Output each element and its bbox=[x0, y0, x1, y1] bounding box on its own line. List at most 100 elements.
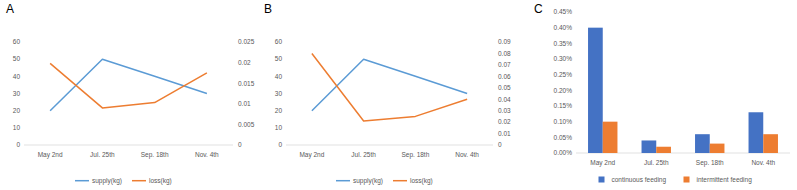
x-tick-label: Sep. 18th bbox=[696, 159, 724, 167]
y-tick-label: 40 bbox=[13, 73, 21, 80]
tick-mark bbox=[574, 90, 576, 91]
tick-mark bbox=[574, 59, 576, 60]
y2-tick-label: 0.01 bbox=[498, 130, 511, 137]
x-tick-label: May 2nd bbox=[590, 159, 615, 167]
bar bbox=[695, 134, 710, 153]
y2-tick-label: 0 bbox=[498, 141, 502, 148]
panel: B010203040506000.010.020.030.040.050.060… bbox=[264, 2, 511, 185]
tick-mark bbox=[233, 145, 235, 146]
tick-mark bbox=[22, 110, 24, 111]
x-tick-label: Nov. 4th bbox=[751, 159, 775, 166]
tick-mark bbox=[22, 59, 24, 60]
plot-area bbox=[50, 59, 207, 111]
legend-swatch bbox=[75, 180, 89, 182]
tick-mark bbox=[574, 74, 576, 75]
y2-tick-label: 0.005 bbox=[238, 121, 255, 128]
y-tick-label: 20 bbox=[275, 107, 283, 114]
y2-tick-label: 0.03 bbox=[498, 107, 511, 114]
legend-label: supply(kg) bbox=[92, 177, 122, 185]
x-tick-label: Jul. 25th bbox=[351, 151, 376, 158]
legend: continuous feeding intermittent feeding bbox=[599, 176, 753, 184]
tick-mark bbox=[284, 76, 286, 77]
tick-mark bbox=[284, 127, 286, 128]
y2-tick-label: 0.08 bbox=[498, 50, 511, 57]
tick-mark bbox=[284, 110, 286, 111]
background bbox=[0, 0, 797, 190]
bar bbox=[710, 144, 725, 153]
tick-mark bbox=[22, 93, 24, 94]
tick-mark bbox=[233, 103, 235, 104]
y-tick-label: 0.10% bbox=[554, 118, 573, 125]
x-tick-label: Nov. 4th bbox=[195, 151, 219, 158]
legend-label: continuous feeding bbox=[612, 176, 667, 184]
y-tick-label: 0.45% bbox=[554, 8, 573, 15]
y2-tick-label: 0.05 bbox=[498, 84, 511, 91]
tick-mark bbox=[493, 42, 495, 43]
tick-mark bbox=[233, 62, 235, 63]
panel: A010203040506000.0050.010.0150.020.025Ma… bbox=[6, 2, 255, 185]
tick-mark bbox=[22, 127, 24, 128]
y-tick-label: 0.20% bbox=[554, 87, 573, 94]
tick-mark bbox=[493, 110, 495, 111]
x-axis bbox=[286, 145, 493, 146]
y2-tick-label: 0.01 bbox=[238, 100, 251, 107]
legend-swatch bbox=[132, 180, 146, 182]
bar bbox=[763, 134, 778, 153]
plot-area bbox=[588, 28, 778, 153]
y-tick-label: 40 bbox=[275, 73, 283, 80]
legend-swatch bbox=[684, 177, 690, 183]
x-tick-label: Sep. 18th bbox=[141, 151, 169, 159]
bar bbox=[642, 140, 657, 153]
y2-tick-label: 0.02 bbox=[238, 59, 251, 66]
legend-label: intermittent feeding bbox=[697, 176, 753, 184]
y-tick-label: 50 bbox=[275, 55, 283, 62]
tick-mark bbox=[493, 145, 495, 146]
y-tick-label: 60 bbox=[275, 38, 283, 45]
bar bbox=[749, 112, 764, 153]
x-tick-label: Jul. 25th bbox=[644, 159, 669, 166]
panel: C0.00%0.05%0.10%0.15%0.20%0.25%0.30%0.35… bbox=[534, 2, 790, 184]
y-tick-label: 50 bbox=[13, 55, 21, 62]
legend: supply(kg)loss(kg) bbox=[75, 177, 172, 185]
y-tick-label: 0.00% bbox=[554, 149, 573, 156]
plot-area bbox=[312, 53, 467, 121]
tick-mark bbox=[284, 42, 286, 43]
legend-swatch bbox=[336, 180, 350, 182]
legend-label: loss(kg) bbox=[410, 177, 433, 185]
y-tick-label: 30 bbox=[13, 90, 21, 97]
tick-mark bbox=[574, 137, 576, 138]
tick-mark bbox=[574, 106, 576, 107]
y-tick-label: 10 bbox=[275, 124, 283, 131]
y-tick-label: 10 bbox=[13, 124, 21, 131]
x-tick-label: Nov. 4th bbox=[455, 151, 479, 158]
panel-label: C bbox=[534, 2, 543, 16]
line-series bbox=[50, 63, 207, 108]
x-tick-label: Sep. 18th bbox=[401, 151, 429, 159]
figure: A 0 10 20 30 40 50 60 0 0.005 0.01 0.015 0.02 0.025 Ma… bbox=[0, 0, 797, 190]
tick-mark bbox=[284, 59, 286, 60]
tick-mark bbox=[233, 124, 235, 125]
tick-mark bbox=[574, 153, 576, 154]
y-tick-label: 0.05% bbox=[554, 134, 573, 141]
y-tick-label: 0.40% bbox=[554, 24, 573, 31]
y2-tick-label: 0.025 bbox=[238, 38, 255, 45]
x-tick-label: May 2nd bbox=[38, 151, 63, 159]
y-tick-label: 60 bbox=[13, 38, 21, 45]
tick-mark bbox=[574, 121, 576, 122]
tick-mark bbox=[574, 43, 576, 44]
y2-tick-label: 0.09 bbox=[498, 38, 511, 45]
x-tick-label: May 2nd bbox=[299, 151, 324, 159]
legend-label: supply(kg) bbox=[353, 177, 383, 185]
y-tick-label: 0.25% bbox=[554, 71, 573, 78]
y-tick-label: 0 bbox=[278, 141, 282, 148]
y2-tick-label: 0.07 bbox=[498, 61, 511, 68]
y2-tick-label: 0.02 bbox=[498, 118, 511, 125]
tick-mark bbox=[22, 145, 24, 146]
panel-label: A bbox=[6, 2, 14, 16]
tick-mark bbox=[493, 53, 495, 54]
y2-tick-label: 0.04 bbox=[498, 96, 511, 103]
bar bbox=[588, 28, 603, 153]
tick-mark bbox=[493, 133, 495, 134]
y2-tick-label: 0.015 bbox=[238, 80, 255, 87]
tick-mark bbox=[493, 76, 495, 77]
